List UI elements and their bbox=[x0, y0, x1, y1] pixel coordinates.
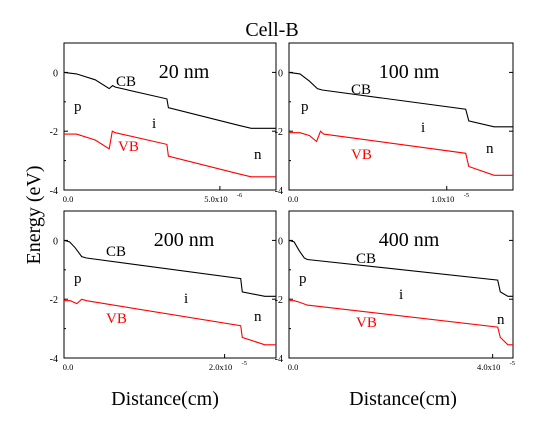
y-tick-label: -2 bbox=[50, 127, 58, 138]
x-tick-label: 5.0x10 bbox=[204, 194, 227, 204]
series-cb-line bbox=[63, 239, 276, 297]
region-label-p: p bbox=[74, 99, 82, 115]
x-tick-exponent: -5 bbox=[510, 360, 515, 367]
thickness-annotation: 100 nm bbox=[379, 61, 440, 83]
thickness-annotation: 20 nm bbox=[159, 61, 210, 83]
y-tick-label: 0 bbox=[53, 236, 58, 247]
y-tick-label: 0 bbox=[53, 68, 58, 79]
region-label-n: n bbox=[254, 147, 262, 163]
x-tick-exponent: -5 bbox=[464, 192, 469, 199]
y-tick-label: 0 bbox=[278, 68, 283, 79]
series-label-vb: VB bbox=[118, 139, 139, 155]
y-tick-label: -2 bbox=[50, 295, 58, 306]
region-label-n: n bbox=[497, 312, 505, 328]
y-tick-label: -2 bbox=[275, 295, 283, 306]
region-label-i: i bbox=[421, 120, 425, 136]
series-label-cb: CB bbox=[351, 82, 371, 98]
panel-1: 0 -2 -4 0.0 5.0x10 -6 20 nm CB VB p i n bbox=[50, 42, 277, 204]
x-tick-label: 4.0x10 bbox=[477, 362, 500, 372]
region-label-n: n bbox=[254, 309, 262, 325]
region-label-p: p bbox=[301, 99, 309, 115]
series-vb-line bbox=[289, 300, 513, 346]
y-tick-label: 0 bbox=[278, 236, 283, 247]
series-label-cb: CB bbox=[356, 251, 376, 267]
series-vb-line bbox=[64, 298, 276, 346]
x-tick-exponent: -6 bbox=[237, 192, 243, 199]
thickness-annotation: 200 nm bbox=[154, 229, 215, 251]
region-label-p: p bbox=[74, 271, 82, 287]
panels: 0 -2 -4 0.0 5.0x10 -6 20 nm CB VB p i n 0 -2 -4 0.0 1.0x… bbox=[50, 42, 515, 372]
panel-3: 0 -2 -4 0.0 2.0x10 -5 200 nm CB VB p i n bbox=[50, 210, 277, 372]
x-tick-exponent: -5 bbox=[242, 360, 247, 367]
figure-title: Cell-B bbox=[245, 19, 298, 41]
figure-xlabel-right: Distance(cm) bbox=[349, 388, 457, 410]
region-label-i: i bbox=[399, 287, 403, 303]
x-tick-label: 1.0x10 bbox=[431, 194, 454, 204]
series-label-cb: CB bbox=[116, 74, 136, 90]
region-label-n: n bbox=[486, 141, 494, 157]
series-cb-line bbox=[63, 71, 276, 129]
series-vb-line bbox=[64, 130, 276, 178]
region-label-i: i bbox=[184, 291, 188, 307]
region-label-p: p bbox=[299, 271, 307, 287]
series-label-cb: CB bbox=[106, 244, 126, 260]
series-vb-line bbox=[289, 130, 513, 176]
x-tick-label: 0.0 bbox=[63, 362, 74, 372]
x-tick-label: 0.0 bbox=[288, 362, 299, 372]
y-tick-label: -4 bbox=[50, 186, 58, 197]
y-tick-label: -4 bbox=[275, 186, 283, 197]
series-label-vb: VB bbox=[106, 311, 127, 327]
panel-frame bbox=[63, 42, 277, 191]
y-tick-label: -4 bbox=[50, 354, 58, 365]
region-label-i: i bbox=[152, 116, 156, 132]
thickness-annotation: 400 nm bbox=[379, 229, 440, 251]
series-label-vb: VB bbox=[351, 147, 372, 163]
series-label-vb: VB bbox=[356, 315, 377, 331]
y-tick-label: -4 bbox=[275, 354, 283, 365]
series-cb-line bbox=[288, 71, 513, 128]
panel-frame bbox=[288, 210, 514, 359]
series-cb-line bbox=[288, 239, 513, 297]
figure-xlabel-left: Distance(cm) bbox=[111, 388, 219, 410]
x-tick-label: 0.0 bbox=[288, 194, 299, 204]
figure-ylabel: Energy (eV) bbox=[23, 165, 45, 264]
panel-2: 0 -2 -4 0.0 1.0x10 -5 100 nm CB VB p i n bbox=[275, 42, 514, 204]
x-tick-label: 0.0 bbox=[63, 194, 74, 204]
x-tick-label: 2.0x10 bbox=[209, 362, 232, 372]
panel-frame bbox=[63, 210, 277, 359]
y-tick-label: -2 bbox=[275, 127, 283, 138]
panel-frame bbox=[288, 42, 514, 191]
